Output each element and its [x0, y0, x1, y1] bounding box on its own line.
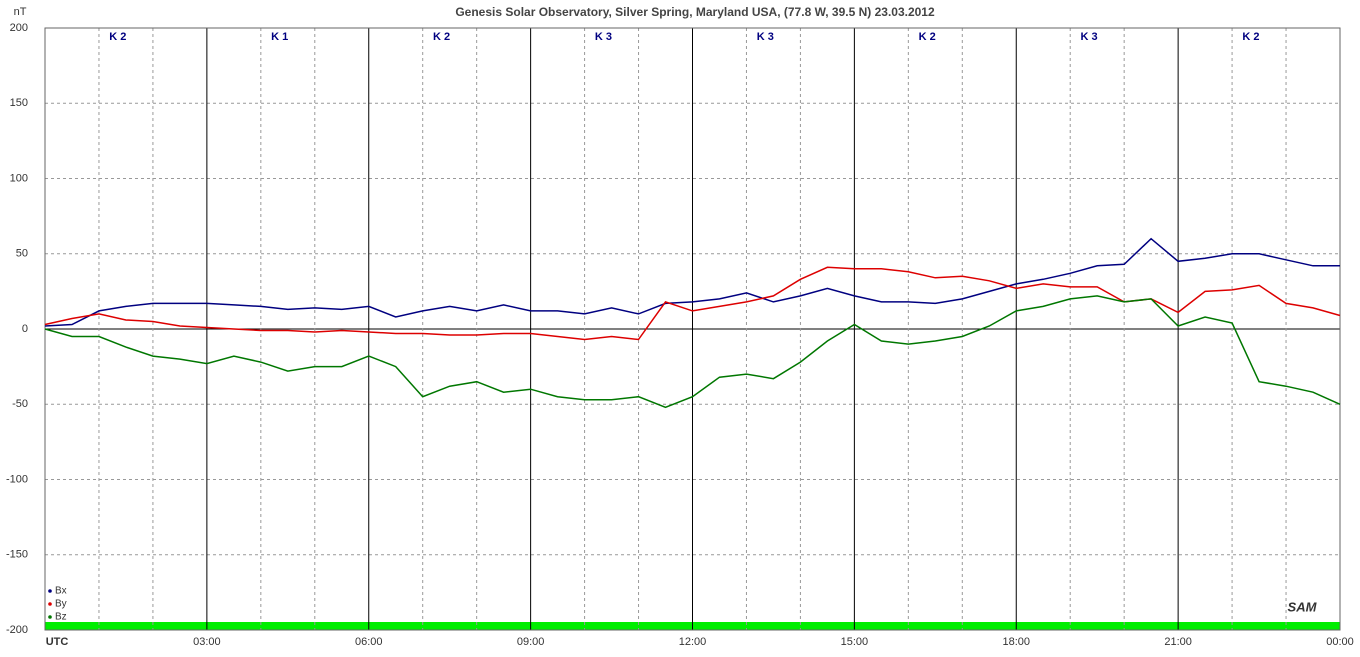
series-line [44, 237, 1340, 327]
y-tick-label: -200 [6, 624, 28, 636]
x-tick-label: 06:00 [355, 636, 383, 648]
y-tick-label: -150 [6, 549, 28, 561]
y-axis-unit: nT [14, 6, 27, 18]
x-tick-label: 15:00 [841, 636, 869, 648]
k-index-label: K 3 [595, 31, 612, 43]
k-index-label: K 2 [919, 31, 936, 43]
y-tick-label: 50 [16, 248, 28, 260]
y-tick-label: 0 [22, 323, 28, 335]
k-index-label: K 1 [271, 31, 288, 43]
x-tick-label: 12:00 [679, 636, 707, 648]
legend-label: Bx [55, 586, 67, 597]
series-line [44, 295, 1341, 409]
legend-marker [48, 589, 52, 593]
x-tick-label: 03:00 [193, 636, 221, 648]
y-tick-label: 150 [10, 97, 28, 109]
legend-marker [48, 602, 52, 606]
y-tick-label: -50 [12, 398, 28, 410]
x-tick-label: 18:00 [1002, 636, 1030, 648]
k-index-label: K 3 [1081, 31, 1098, 43]
y-tick-label: -100 [6, 473, 28, 485]
chart-title: Genesis Solar Observatory, Silver Spring… [455, 5, 935, 19]
legend-label: By [55, 599, 67, 610]
k-index-label: K 2 [1242, 31, 1259, 43]
y-tick-label: 200 [10, 22, 28, 34]
legend-marker [48, 615, 52, 619]
legend-label: Bz [55, 612, 67, 623]
k-index-label: K 3 [757, 31, 774, 43]
k-index-label: K 2 [109, 31, 126, 43]
x-tick-label: 00:00 [1326, 636, 1354, 648]
y-tick-label: 100 [10, 172, 28, 184]
x-tick-label: 21:00 [1164, 636, 1192, 648]
x-tick-label: UTC [46, 636, 69, 648]
x-tick-label: 09:00 [517, 636, 545, 648]
logo: SAM [1288, 599, 1318, 614]
k-index-label: K 2 [433, 31, 450, 43]
